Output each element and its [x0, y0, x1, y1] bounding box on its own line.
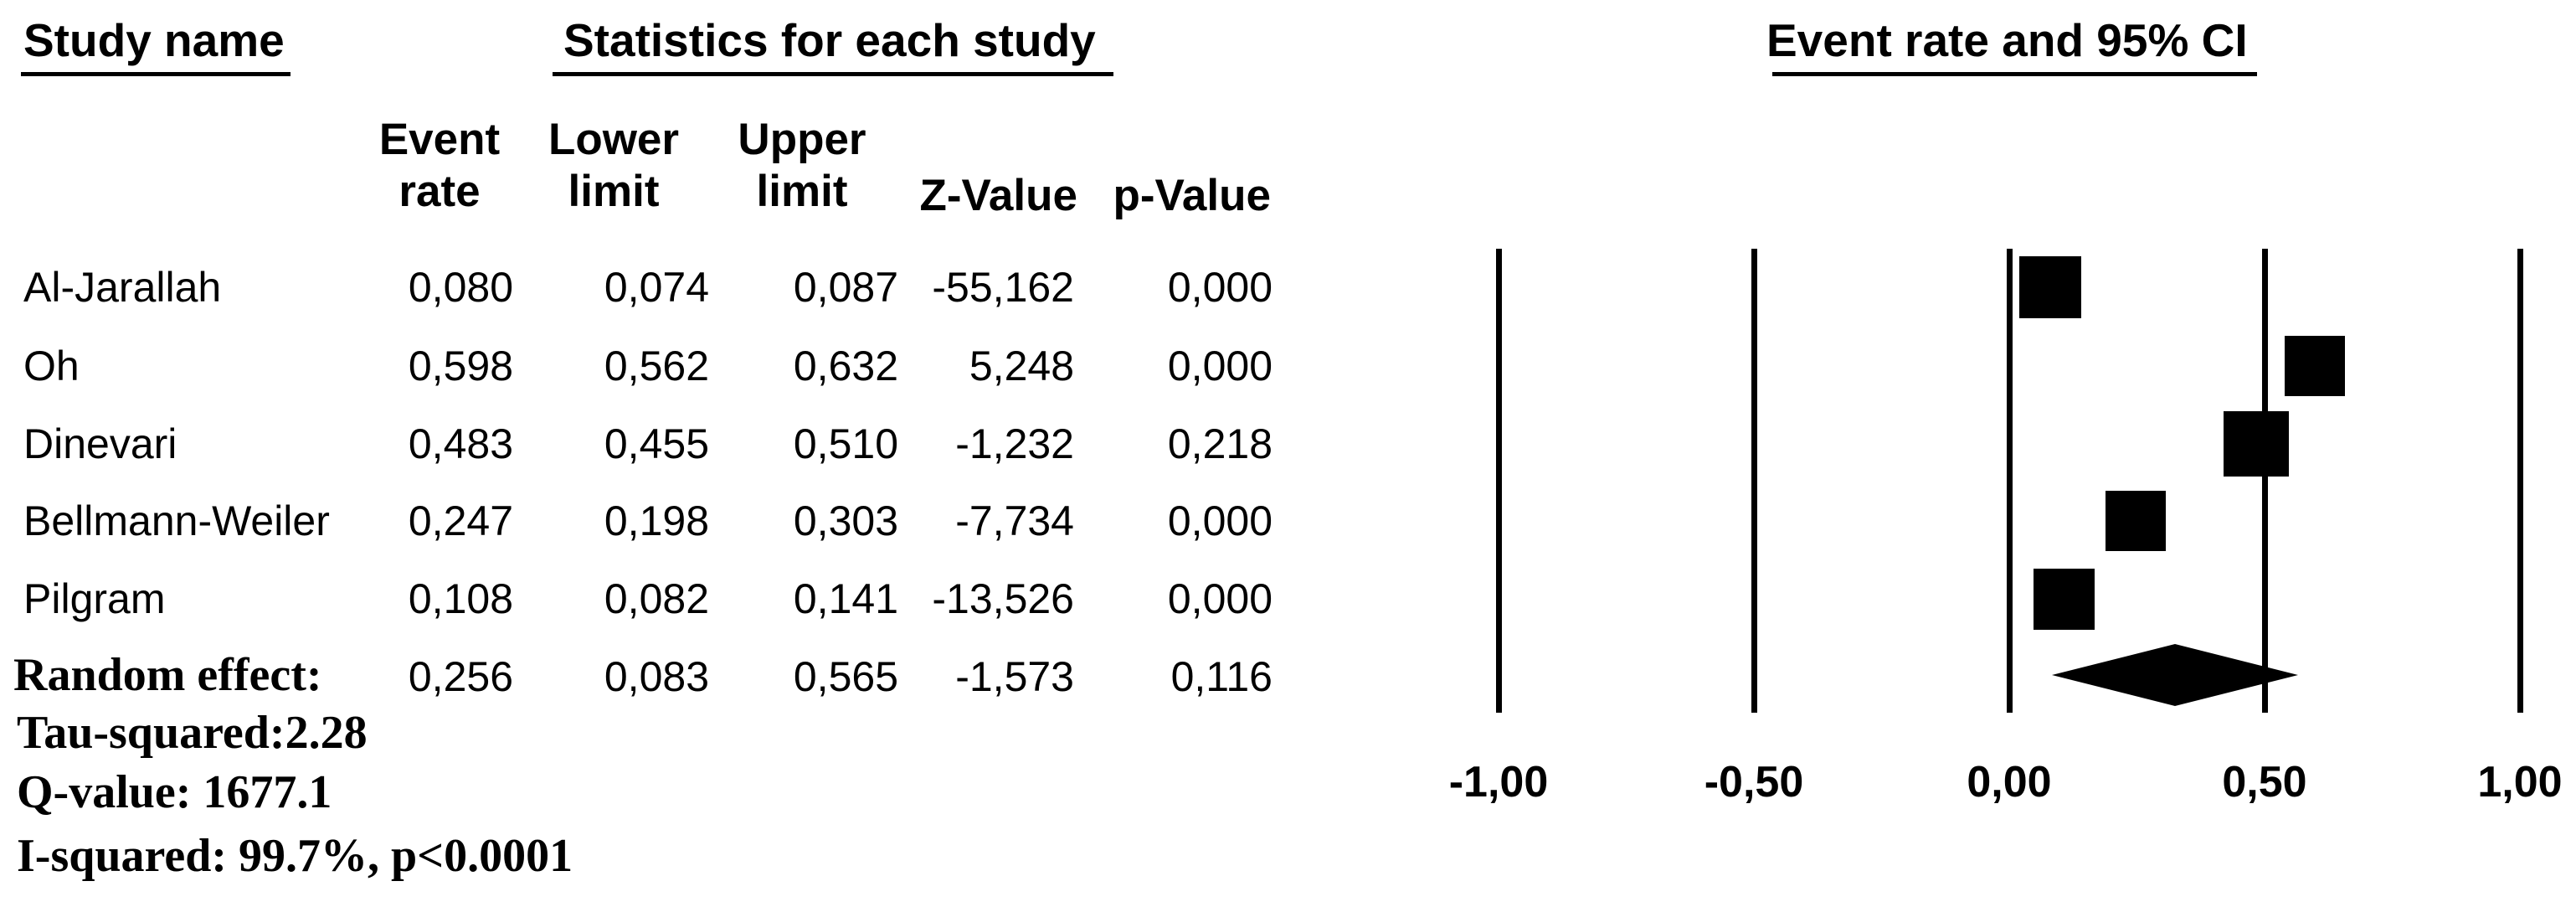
- study-cell: 0,082: [604, 575, 709, 622]
- axis-tick-label: 0,50: [2222, 758, 2307, 807]
- column-header-p-value: p-Value: [1113, 171, 1271, 220]
- column-header-lower-limit-line2: limit: [568, 167, 660, 216]
- study-label: Pilgram: [23, 575, 166, 622]
- axis-tick-label: 0,00: [1967, 758, 2052, 807]
- plot-title: Event rate and 95% CI: [1766, 14, 2248, 66]
- study-name-underline: [21, 72, 291, 76]
- axis-gridline: [1751, 249, 1757, 713]
- summary-cell: -1,573: [955, 653, 1074, 700]
- axis-gridline: [2517, 249, 2523, 713]
- summary-cell: 0,116: [1170, 653, 1273, 700]
- study-cell: 0,562: [604, 343, 709, 389]
- study-cell: -1,232: [955, 420, 1074, 467]
- axis-gridline: [2261, 249, 2268, 713]
- summary-cell: 0,565: [793, 653, 898, 700]
- study-cell: 0,632: [793, 343, 898, 389]
- summary-cell: 0,083: [604, 653, 709, 700]
- study-cell: 0,080: [408, 264, 513, 311]
- summary-cell: 0,256: [408, 653, 513, 700]
- study-cell: 0,198: [604, 497, 709, 544]
- study-point-marker: [2034, 568, 2095, 630]
- axis-tick-label: -1,00: [1448, 758, 1549, 807]
- axis-tick-label: -0,50: [1704, 758, 1804, 807]
- summary-label: Random effect:: [13, 649, 322, 701]
- study-cell: 5,248: [969, 343, 1074, 389]
- study-cell: -7,734: [955, 497, 1074, 544]
- summary-diamond: [2051, 644, 2298, 706]
- study-cell: 0,141: [793, 575, 898, 622]
- column-header-upper-limit-line2: limit: [756, 167, 848, 216]
- q-value-note: Q-value: 1677.1: [17, 766, 332, 818]
- study-cell: 0,247: [408, 497, 513, 544]
- column-header-event-rate-line2: rate: [398, 167, 481, 216]
- study-name-header: Study name: [23, 14, 285, 66]
- column-header-lower-limit: Lower limit: [522, 114, 706, 218]
- study-point-marker: [2284, 336, 2345, 396]
- study-cell: 0,074: [604, 264, 709, 311]
- study-cell: 0,000: [1167, 343, 1273, 389]
- study-label: Bellmann-Weiler: [23, 497, 330, 544]
- study-cell: 0,483: [408, 420, 513, 467]
- study-point-marker: [2223, 411, 2289, 477]
- column-header-lower-limit-line1: Lower: [548, 115, 680, 164]
- axis-gridline: [1495, 249, 1502, 713]
- i-squared-note: I-squared: 99.7%, p<0.0001: [17, 830, 573, 882]
- study-cell: -55,162: [932, 264, 1074, 311]
- plot-title-underline: [1772, 72, 2257, 76]
- study-label: Al-Jarallah: [23, 264, 222, 311]
- column-header-event-rate-line1: Event: [378, 115, 501, 164]
- study-cell: -13,526: [932, 575, 1074, 622]
- study-cell: 0,000: [1167, 497, 1273, 544]
- study-cell: 0,510: [793, 420, 898, 467]
- statistics-underline: [553, 72, 1113, 76]
- column-header-upper-limit: Upper limit: [710, 114, 894, 218]
- study-cell: 0,087: [793, 264, 898, 311]
- study-cell: 0,218: [1167, 420, 1273, 467]
- study-label: Dinevari: [23, 420, 177, 467]
- study-cell: 0,598: [408, 343, 513, 389]
- study-label: Oh: [23, 343, 80, 389]
- column-header-upper-limit-line1: Upper: [738, 115, 866, 164]
- column-header-event-rate: Event rate: [347, 114, 532, 218]
- study-cell: 0,000: [1167, 264, 1273, 311]
- study-cell: 0,303: [793, 497, 898, 544]
- study-cell: 0,000: [1167, 575, 1273, 622]
- axis-tick-label: 1,00: [2477, 758, 2563, 807]
- study-point-marker: [2018, 256, 2081, 318]
- study-cell: 0,108: [408, 575, 513, 622]
- axis-gridline: [2006, 249, 2013, 713]
- column-header-z-value: Z-Value: [919, 171, 1077, 220]
- study-cell: 0,455: [604, 420, 709, 467]
- statistics-header: Statistics for each study: [563, 14, 1096, 66]
- study-point-marker: [2105, 491, 2166, 551]
- tau-squared-note: Tau-squared:2.28: [17, 707, 368, 759]
